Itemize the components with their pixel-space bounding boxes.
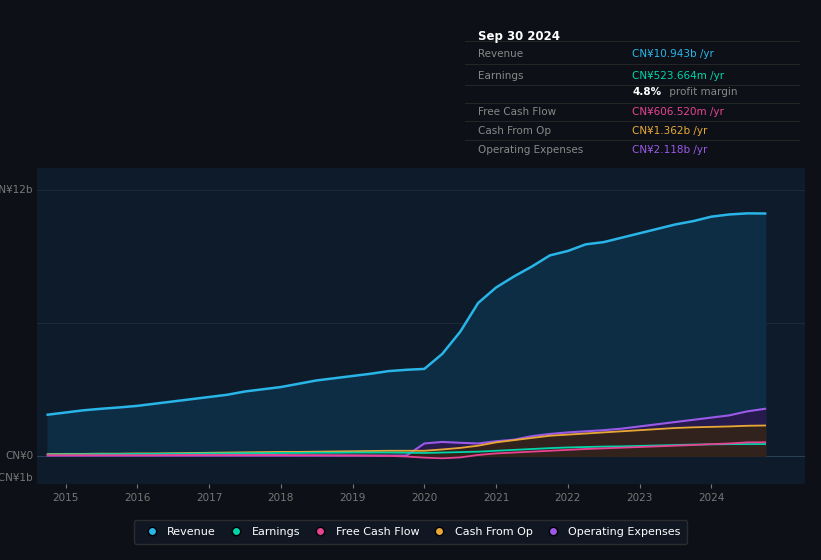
Text: -CN¥1b: -CN¥1b: [0, 473, 33, 483]
Text: Sep 30 2024: Sep 30 2024: [478, 30, 560, 43]
Text: Earnings: Earnings: [478, 71, 524, 81]
Text: Revenue: Revenue: [478, 49, 523, 59]
Text: Operating Expenses: Operating Expenses: [478, 146, 584, 155]
Text: CN¥606.520m /yr: CN¥606.520m /yr: [632, 107, 724, 117]
Text: CN¥0: CN¥0: [5, 451, 33, 461]
Text: Cash From Op: Cash From Op: [478, 126, 551, 136]
Text: CN¥12b: CN¥12b: [0, 185, 33, 195]
Text: 4.8%: 4.8%: [632, 87, 661, 97]
Text: CN¥10.943b /yr: CN¥10.943b /yr: [632, 49, 714, 59]
Text: Free Cash Flow: Free Cash Flow: [478, 107, 556, 117]
Text: CN¥2.118b /yr: CN¥2.118b /yr: [632, 146, 708, 155]
Legend: Revenue, Earnings, Free Cash Flow, Cash From Op, Operating Expenses: Revenue, Earnings, Free Cash Flow, Cash …: [134, 520, 687, 544]
Text: profit margin: profit margin: [666, 87, 737, 97]
Text: CN¥523.664m /yr: CN¥523.664m /yr: [632, 71, 724, 81]
Text: CN¥1.362b /yr: CN¥1.362b /yr: [632, 126, 708, 136]
